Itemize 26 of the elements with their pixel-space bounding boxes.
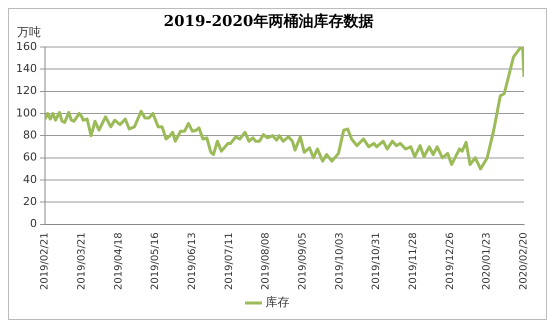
x-tick-label: 2019/10/03 [334,232,346,290]
legend-label: 库存 [266,295,290,310]
chart-title: 2019-2020年两桶油库存数据 [164,12,374,30]
y-tick-label: 60 [22,150,37,164]
x-tick-label: 2019/11/28 [408,232,420,290]
y-tick-label: 160 [16,40,37,53]
x-tick-label: 2019/04/18 [113,232,124,290]
x-tick-label: 2019/06/13 [186,232,198,290]
y-tick-label: 140 [16,62,37,76]
x-tick-label: 2019/03/21 [76,232,88,290]
x-tick-label: 2019/12/26 [444,232,456,290]
x-tick-label: 2019/07/11 [224,232,235,290]
y-tick-label: 0 [30,217,37,230]
y-tick-label: 80 [22,128,37,142]
y-tick-label: 40 [22,172,37,186]
y-tick-label: 20 [22,195,37,208]
x-tick-label: 2020/02/20 [518,232,530,290]
x-tick-label: 2020/01/23 [482,232,493,290]
x-tick-label: 2019/10/31 [371,232,382,290]
y-tick-label: 100 [16,106,37,120]
x-tick-label: 2019/05/16 [150,232,162,290]
x-tick-label: 2019/02/21 [40,232,51,290]
x-tick-label: 2019/08/08 [260,232,272,290]
y-axis-title: 万吨 [16,25,41,40]
y-tick-label: 120 [16,84,37,98]
x-tick-label: 2019/09/05 [298,232,309,290]
